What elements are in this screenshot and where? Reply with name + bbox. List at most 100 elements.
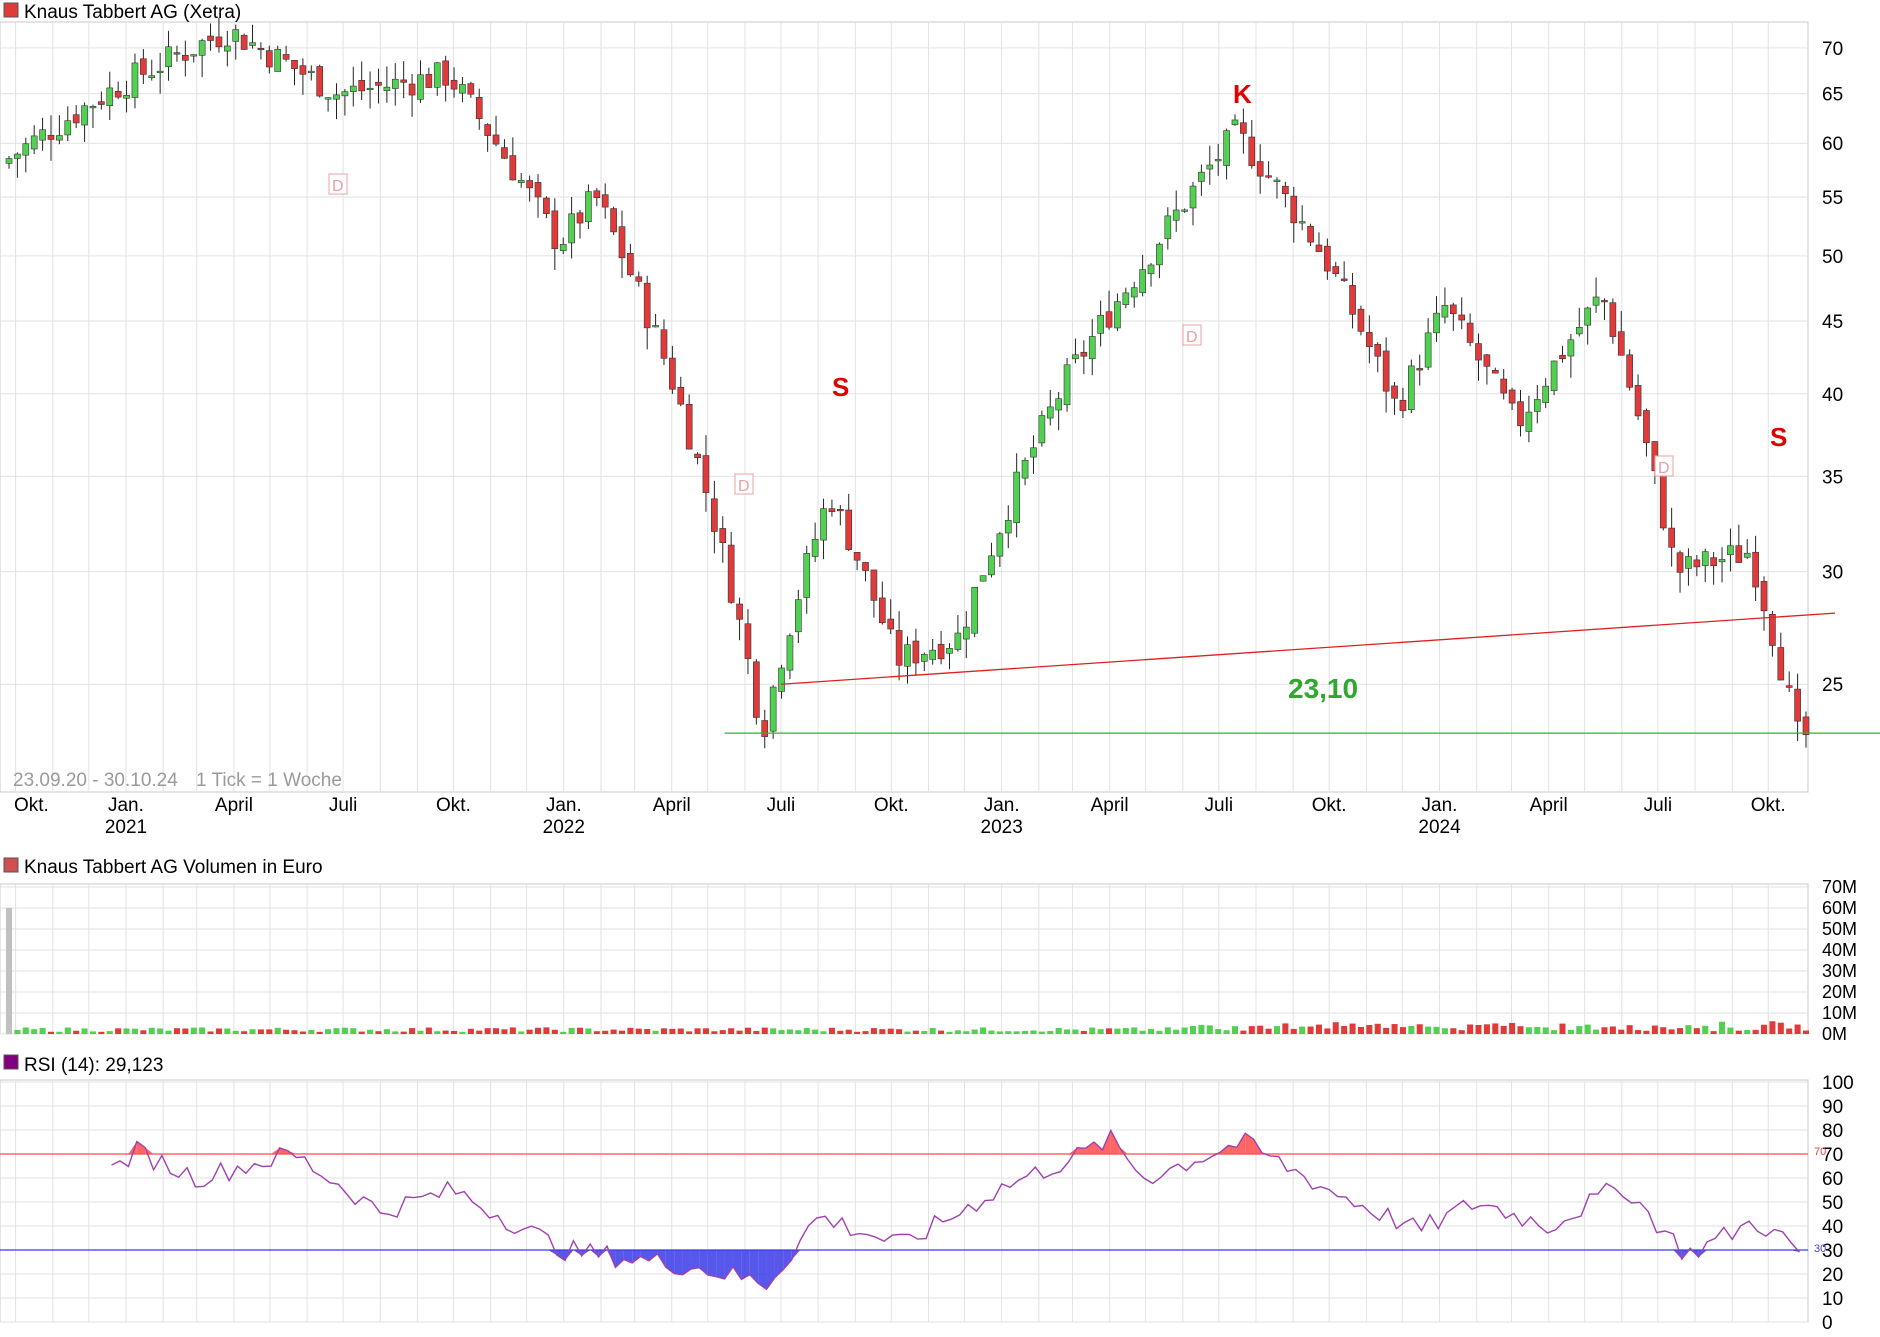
candle-body bbox=[1046, 406, 1054, 419]
candle-body bbox=[1231, 119, 1239, 125]
year-label: 2022 bbox=[543, 817, 585, 838]
candle-body bbox=[366, 87, 374, 91]
candle-body bbox=[635, 276, 643, 282]
volume-bar bbox=[274, 1027, 281, 1034]
rsi-oversold-fill bbox=[615, 1250, 624, 1268]
candle-body bbox=[1366, 332, 1373, 347]
candle-body bbox=[1525, 411, 1533, 432]
volume-y-tick: 40M bbox=[1822, 940, 1857, 960]
volume-bar bbox=[392, 1031, 399, 1034]
candle-body bbox=[576, 212, 584, 224]
volume-bar bbox=[996, 1031, 1003, 1034]
candle-body bbox=[1458, 314, 1466, 321]
x-tick-label: Jan. bbox=[546, 795, 582, 816]
x-tick-label: April bbox=[1091, 795, 1129, 816]
candle-body bbox=[140, 58, 147, 75]
volume-bar bbox=[1055, 1027, 1062, 1034]
candle-body bbox=[769, 686, 777, 732]
candle-body bbox=[400, 79, 407, 83]
x-tick-label: Jan. bbox=[108, 795, 144, 816]
rsi-oversold-fill bbox=[565, 1250, 574, 1261]
volume-bar bbox=[1215, 1029, 1222, 1034]
rsi-y-tick: 90 bbox=[1822, 1097, 1843, 1118]
candle-body bbox=[232, 29, 240, 42]
candle-body bbox=[207, 35, 214, 41]
x-tick-label: Okt. bbox=[874, 795, 909, 816]
candle-body bbox=[1307, 225, 1314, 243]
volume-bar bbox=[1324, 1028, 1331, 1034]
volume-bar bbox=[618, 1030, 626, 1034]
candle-body bbox=[761, 720, 769, 737]
volume-bar bbox=[106, 1031, 113, 1034]
volume-bar bbox=[308, 1029, 315, 1034]
candle-body bbox=[1727, 545, 1734, 555]
candle-body bbox=[274, 48, 282, 72]
volume-bar bbox=[1626, 1025, 1633, 1034]
svg-text:D: D bbox=[1186, 329, 1198, 346]
date-range-text: 23.09.20 - 30.10.24 bbox=[13, 770, 178, 791]
candle-body bbox=[971, 586, 979, 634]
volume-bar bbox=[64, 1027, 71, 1034]
candle-body bbox=[1533, 399, 1541, 412]
candle-body bbox=[727, 544, 735, 603]
candle-body bbox=[1256, 161, 1264, 177]
annotation-k: K bbox=[1233, 79, 1252, 109]
grid-lines bbox=[0, 22, 1808, 1323]
candle-body bbox=[299, 65, 307, 75]
candle-body bbox=[1735, 545, 1743, 563]
candle-body bbox=[291, 59, 298, 69]
candle-body bbox=[1391, 385, 1398, 399]
volume-bar bbox=[728, 1028, 735, 1034]
candle-body bbox=[1441, 305, 1449, 318]
candle-body bbox=[593, 190, 601, 199]
candle-body bbox=[1265, 175, 1272, 178]
candle-body bbox=[979, 575, 987, 582]
candle-body bbox=[585, 191, 592, 223]
volume-y-tick: 70M bbox=[1822, 877, 1857, 897]
candle-body bbox=[47, 135, 55, 140]
candle-body bbox=[501, 147, 508, 159]
volume-bar bbox=[610, 1029, 617, 1034]
level-label: 23,10 bbox=[1288, 673, 1358, 704]
candle-body bbox=[1500, 378, 1508, 394]
candle-body bbox=[1416, 368, 1424, 371]
candle-body bbox=[870, 569, 878, 601]
candle-body bbox=[1550, 360, 1558, 391]
candle-body bbox=[341, 91, 349, 97]
volume-bar bbox=[409, 1028, 416, 1034]
candle-body bbox=[30, 135, 38, 150]
candle-body bbox=[433, 62, 441, 88]
volume-bar bbox=[1022, 1031, 1029, 1034]
volume-bar bbox=[425, 1027, 432, 1034]
rsi-oversold-fill bbox=[665, 1250, 675, 1274]
candle-body bbox=[1055, 398, 1062, 411]
support-trendline bbox=[780, 612, 1836, 685]
rsi-overbought-fill bbox=[1085, 1141, 1095, 1154]
volume-bar bbox=[199, 1027, 206, 1034]
price-y-tick: 35 bbox=[1822, 467, 1843, 488]
rsi-oversold-fill bbox=[716, 1250, 725, 1279]
volume-bar bbox=[1080, 1030, 1087, 1034]
rsi-overbought-fill bbox=[1077, 1147, 1086, 1154]
volume-bar bbox=[1307, 1026, 1314, 1034]
volume-bar bbox=[1576, 1026, 1583, 1034]
rsi-y-tick: 10 bbox=[1822, 1289, 1843, 1310]
candle-body bbox=[627, 253, 634, 276]
volume-bar bbox=[1047, 1031, 1054, 1034]
candle-body bbox=[22, 143, 30, 156]
volume-bar bbox=[1131, 1027, 1138, 1034]
price-y-tick: 65 bbox=[1822, 85, 1843, 106]
volume-bar bbox=[1618, 1029, 1625, 1034]
volume-bar bbox=[896, 1029, 903, 1034]
volume-bar bbox=[1005, 1031, 1012, 1034]
candle-body bbox=[1130, 287, 1138, 298]
candle-body bbox=[795, 599, 802, 633]
rsi-oversold-fill bbox=[724, 1250, 733, 1279]
d-marker: D bbox=[1182, 324, 1202, 346]
candle-body bbox=[1382, 350, 1390, 392]
candle-body bbox=[853, 551, 861, 561]
candle-body bbox=[1030, 447, 1037, 458]
price-y-tick: 25 bbox=[1822, 675, 1843, 696]
candle-body bbox=[1508, 389, 1516, 404]
